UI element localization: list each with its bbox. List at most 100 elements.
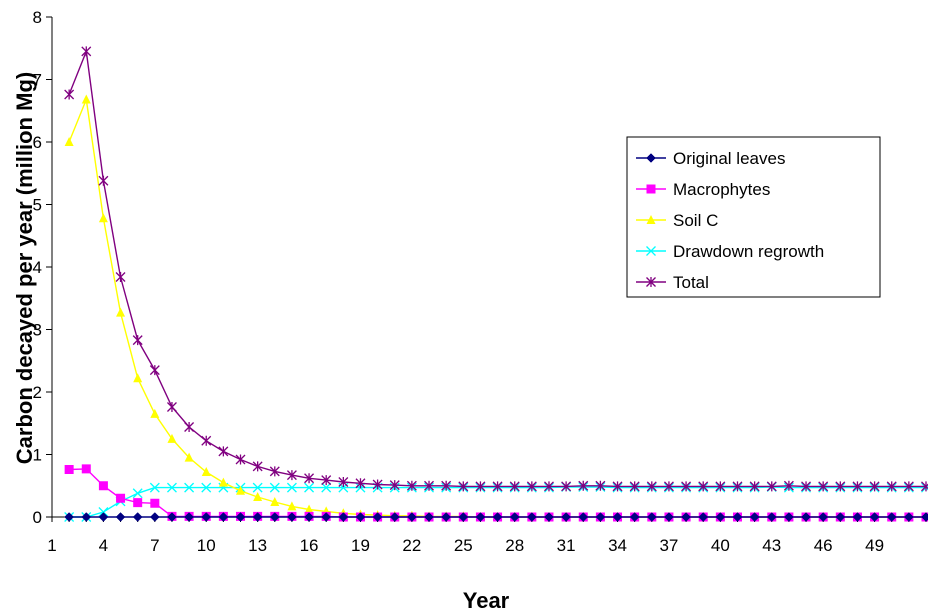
x-tick-label: 34 <box>608 536 627 555</box>
legend: Original leaves Macrophytes Soil C Drawdown… <box>626 136 881 298</box>
data-point <box>441 480 452 491</box>
data-point <box>81 512 92 522</box>
y-tick-label: 7 <box>33 71 42 90</box>
data-point <box>149 482 160 493</box>
data-point <box>98 175 109 186</box>
data-point <box>253 492 263 501</box>
data-point <box>269 512 280 522</box>
data-point <box>732 481 743 492</box>
y-tick-label: 2 <box>33 383 42 402</box>
data-point <box>133 373 143 383</box>
x-tick-label: 7 <box>150 536 159 555</box>
data-point-stroke <box>184 482 195 493</box>
data-point <box>98 481 108 491</box>
data-point <box>287 501 297 511</box>
data-point <box>321 482 332 493</box>
data-point <box>852 481 863 492</box>
data-point <box>201 467 211 476</box>
legend-entry: Macrophytes <box>636 180 770 199</box>
y-tick-label: 3 <box>33 321 42 340</box>
series-total <box>64 46 928 492</box>
data-point <box>852 512 863 522</box>
data-point <box>681 512 691 522</box>
data-point <box>784 512 794 522</box>
data-point <box>544 512 554 522</box>
data-point <box>595 480 606 491</box>
data-point <box>458 512 469 522</box>
x-tick-label: 40 <box>711 536 730 555</box>
data-point <box>116 307 126 317</box>
data-point-stroke <box>167 482 177 493</box>
data-point <box>681 481 692 492</box>
data-point <box>236 485 246 495</box>
data-point <box>578 480 589 491</box>
y-tick-label: 8 <box>33 8 42 27</box>
series-original-leaves <box>64 512 928 522</box>
data-point <box>544 481 554 492</box>
data-point <box>150 498 160 508</box>
series-line <box>69 468 926 518</box>
data-point <box>98 512 109 522</box>
data-point-stroke <box>98 507 109 517</box>
legend-entry: Original leaves <box>636 149 785 168</box>
data-point <box>115 272 126 282</box>
data-point <box>286 482 297 493</box>
legend-entry: Drawdown regrowth <box>636 242 824 261</box>
data-point-stroke <box>252 482 263 493</box>
data-point <box>664 512 674 522</box>
data-point <box>509 512 520 522</box>
data-point-stroke <box>269 482 280 493</box>
data-point <box>406 480 417 491</box>
data-point <box>749 481 760 492</box>
data-point <box>921 481 928 492</box>
data-point-stroke <box>304 482 315 493</box>
data-point <box>835 481 846 492</box>
data-point <box>646 215 656 224</box>
data-point <box>818 512 829 522</box>
x-tick-label: 46 <box>814 536 833 555</box>
data-point <box>355 512 366 522</box>
data-point <box>903 481 914 492</box>
series-macrophytes <box>64 464 928 522</box>
data-point <box>184 422 195 432</box>
data-point <box>167 402 177 412</box>
data-point <box>561 512 571 522</box>
x-tick-label: 22 <box>402 536 421 555</box>
data-point <box>201 435 212 446</box>
data-point <box>304 473 315 484</box>
data-point <box>869 512 880 522</box>
data-point <box>612 512 623 522</box>
data-point <box>235 512 246 522</box>
data-point <box>646 246 656 256</box>
data-point <box>149 512 160 522</box>
data-point <box>133 498 143 508</box>
y-axis-title: Carbon decayed per year (million Mg) <box>12 72 37 464</box>
x-tick-label: 13 <box>248 536 267 555</box>
data-point <box>698 481 709 492</box>
data-point <box>269 466 280 477</box>
data-point <box>235 454 246 465</box>
data-point <box>715 481 726 492</box>
data-point <box>389 480 400 491</box>
data-point <box>64 465 74 474</box>
data-point <box>372 479 383 490</box>
data-point <box>835 512 846 522</box>
data-point <box>818 481 829 492</box>
data-point <box>167 482 177 493</box>
data-point <box>167 433 177 443</box>
data-point <box>801 481 811 492</box>
x-tick-label: 19 <box>351 536 370 555</box>
data-point <box>269 482 280 493</box>
data-point <box>578 512 589 522</box>
data-point <box>372 512 383 522</box>
y-tick-label: 5 <box>33 196 42 215</box>
data-point <box>81 46 92 57</box>
data-point <box>132 488 143 499</box>
data-point <box>783 480 794 491</box>
data-point <box>98 507 109 517</box>
x-tick-label: 25 <box>454 536 473 555</box>
data-point <box>407 512 417 522</box>
data-point <box>81 464 91 474</box>
data-point <box>304 504 314 514</box>
